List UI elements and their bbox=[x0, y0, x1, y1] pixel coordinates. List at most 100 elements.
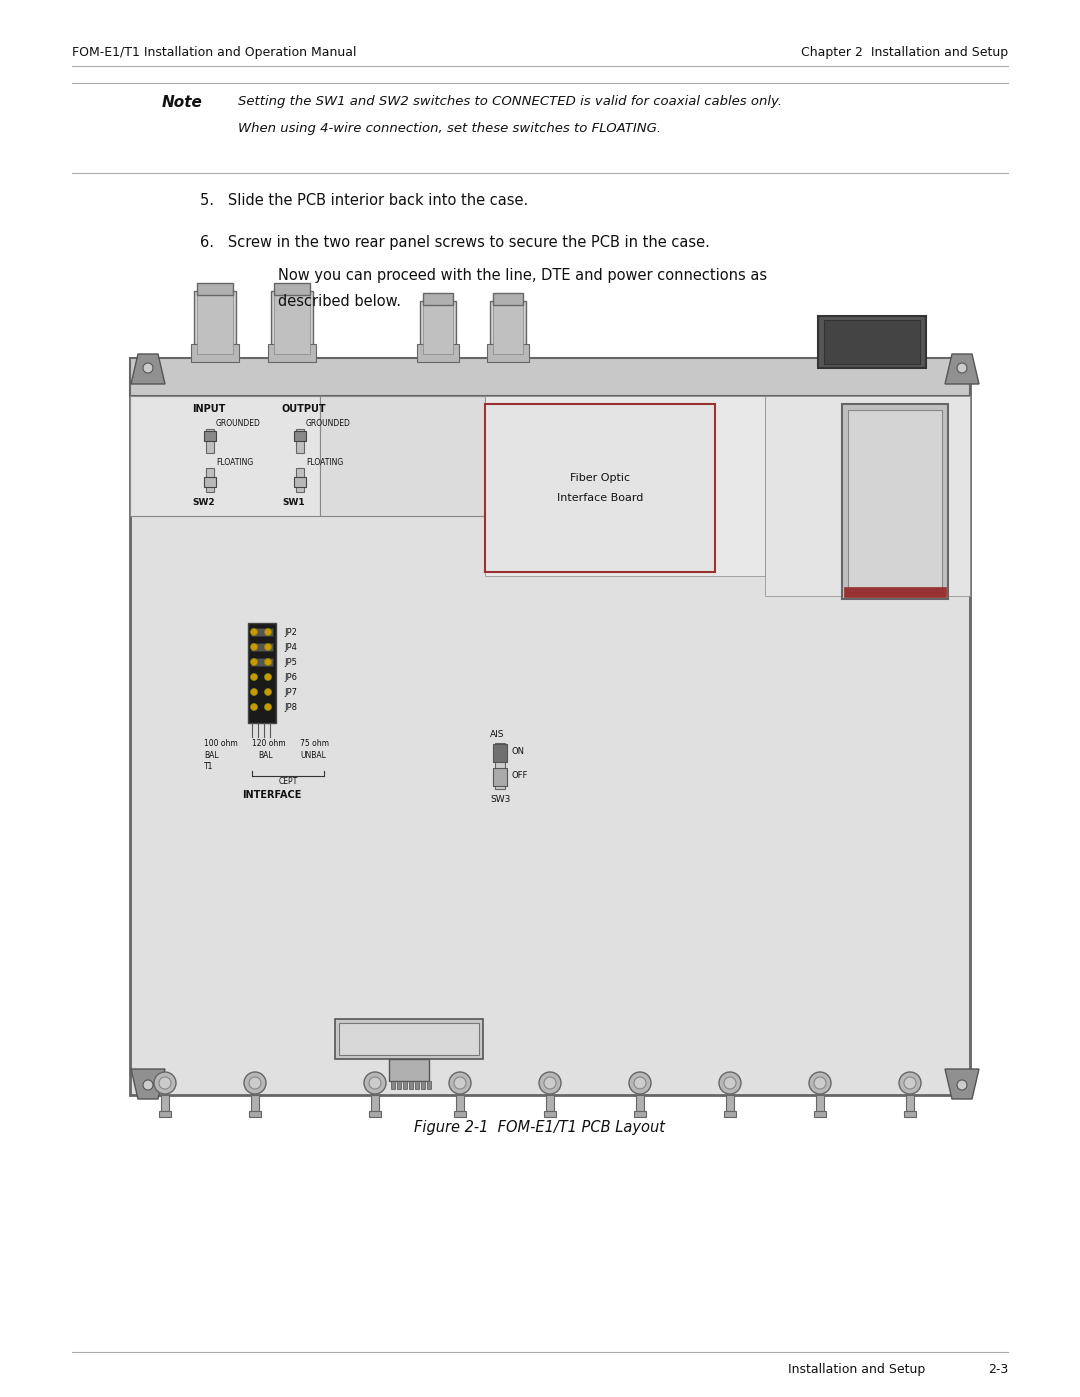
Bar bbox=[191, 344, 239, 362]
Bar bbox=[194, 291, 237, 358]
Bar bbox=[204, 476, 216, 488]
Circle shape bbox=[449, 1071, 471, 1094]
Circle shape bbox=[244, 1071, 266, 1094]
Bar bbox=[492, 768, 507, 787]
Bar bbox=[409, 1081, 413, 1090]
Polygon shape bbox=[945, 353, 978, 384]
Text: Note: Note bbox=[162, 95, 203, 110]
Text: SW1: SW1 bbox=[282, 497, 305, 507]
Bar bbox=[492, 305, 523, 353]
Circle shape bbox=[629, 1071, 651, 1094]
Bar bbox=[339, 1023, 480, 1055]
Circle shape bbox=[544, 1077, 556, 1090]
Bar bbox=[294, 476, 306, 488]
Text: JP5: JP5 bbox=[284, 658, 297, 666]
Bar bbox=[544, 1111, 556, 1118]
Bar bbox=[423, 305, 453, 353]
Circle shape bbox=[634, 1077, 646, 1090]
Bar bbox=[369, 1111, 381, 1118]
Text: Setting the SW1 and SW2 switches to CONNECTED is valid for coaxial cables only.: Setting the SW1 and SW2 switches to CONN… bbox=[238, 95, 782, 108]
Bar bbox=[296, 429, 303, 453]
Text: JP7: JP7 bbox=[284, 687, 297, 697]
Text: GROUNDED: GROUNDED bbox=[306, 419, 351, 427]
Bar bbox=[271, 291, 313, 358]
Bar bbox=[490, 300, 526, 358]
Bar bbox=[904, 1111, 916, 1118]
Text: CEPT: CEPT bbox=[279, 777, 298, 787]
Circle shape bbox=[957, 363, 967, 373]
Bar bbox=[130, 358, 970, 1095]
Bar bbox=[485, 404, 715, 571]
Circle shape bbox=[251, 689, 257, 696]
Bar bbox=[391, 1081, 395, 1090]
Bar bbox=[204, 432, 216, 441]
Circle shape bbox=[251, 704, 257, 711]
Text: Chapter 2  Installation and Setup: Chapter 2 Installation and Setup bbox=[801, 46, 1008, 59]
Text: BAL: BAL bbox=[204, 752, 218, 760]
Bar bbox=[197, 295, 233, 353]
Circle shape bbox=[251, 658, 257, 665]
Text: INPUT: INPUT bbox=[192, 404, 226, 414]
Bar bbox=[724, 1111, 735, 1118]
Circle shape bbox=[249, 1077, 261, 1090]
Bar bbox=[251, 658, 273, 666]
Text: Installation and Setup: Installation and Setup bbox=[788, 1363, 926, 1376]
Text: UNBAL: UNBAL bbox=[300, 752, 326, 760]
Bar bbox=[296, 468, 303, 492]
Circle shape bbox=[539, 1071, 561, 1094]
Text: described below.: described below. bbox=[278, 293, 401, 309]
Bar bbox=[765, 395, 970, 597]
Bar bbox=[130, 395, 320, 515]
Text: FLOATING: FLOATING bbox=[216, 458, 253, 467]
Circle shape bbox=[251, 629, 257, 636]
Text: ON: ON bbox=[512, 747, 525, 756]
Text: Interface Board: Interface Board bbox=[557, 493, 644, 503]
Bar bbox=[816, 1095, 824, 1113]
Circle shape bbox=[369, 1077, 381, 1090]
Bar bbox=[427, 1081, 431, 1090]
Circle shape bbox=[265, 658, 271, 665]
Bar bbox=[842, 404, 948, 599]
Text: JP4: JP4 bbox=[284, 643, 297, 652]
Bar bbox=[403, 1081, 407, 1090]
Bar bbox=[335, 1018, 483, 1059]
Bar bbox=[487, 344, 529, 362]
Bar bbox=[421, 1081, 426, 1090]
Circle shape bbox=[265, 644, 271, 651]
Circle shape bbox=[251, 673, 257, 680]
Bar bbox=[372, 1095, 379, 1113]
Bar bbox=[415, 1081, 419, 1090]
Circle shape bbox=[251, 644, 257, 651]
Text: 5.   Slide the PCB interior back into the case.: 5. Slide the PCB interior back into the … bbox=[200, 193, 528, 208]
Circle shape bbox=[719, 1071, 741, 1094]
Bar bbox=[814, 1111, 826, 1118]
Bar bbox=[634, 1111, 646, 1118]
Circle shape bbox=[265, 673, 271, 680]
Circle shape bbox=[143, 363, 153, 373]
Bar bbox=[389, 1059, 429, 1081]
Bar bbox=[492, 293, 523, 305]
Bar bbox=[274, 295, 310, 353]
Bar bbox=[843, 587, 946, 597]
Text: 6.   Screw in the two rear panel screws to secure the PCB in the case.: 6. Screw in the two rear panel screws to… bbox=[200, 235, 710, 250]
Text: INTERFACE: INTERFACE bbox=[242, 789, 301, 800]
Text: JP8: JP8 bbox=[284, 703, 297, 712]
Text: SW2: SW2 bbox=[192, 497, 215, 507]
Bar bbox=[249, 1111, 261, 1118]
Text: Now you can proceed with the line, DTE and power connections as: Now you can proceed with the line, DTE a… bbox=[278, 268, 767, 284]
Circle shape bbox=[724, 1077, 735, 1090]
Text: FLOATING: FLOATING bbox=[306, 458, 343, 467]
Bar bbox=[492, 745, 507, 761]
Text: JP2: JP2 bbox=[284, 629, 297, 637]
Circle shape bbox=[904, 1077, 916, 1090]
Text: JP6: JP6 bbox=[284, 673, 297, 682]
Bar bbox=[824, 320, 920, 365]
Bar bbox=[197, 284, 233, 295]
Circle shape bbox=[265, 689, 271, 696]
Polygon shape bbox=[131, 1069, 165, 1099]
Text: Fiber Optic: Fiber Optic bbox=[570, 474, 630, 483]
Bar bbox=[320, 395, 485, 515]
Bar bbox=[906, 1095, 914, 1113]
Circle shape bbox=[154, 1071, 176, 1094]
Polygon shape bbox=[131, 353, 165, 384]
